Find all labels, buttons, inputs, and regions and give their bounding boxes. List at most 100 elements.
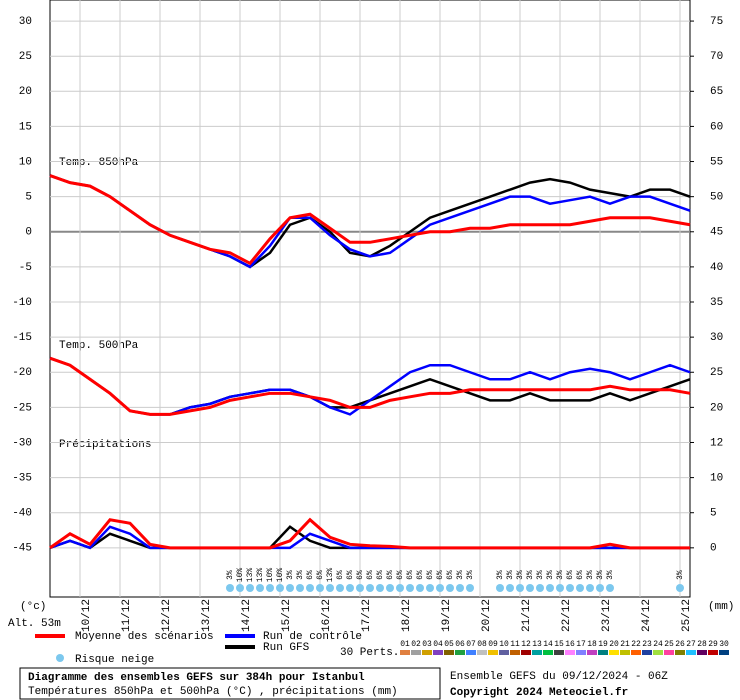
y2-tick-label: 5 bbox=[710, 508, 717, 520]
snow-icon bbox=[386, 584, 394, 592]
pert-swatch bbox=[565, 650, 575, 655]
pert-swatch bbox=[708, 650, 718, 655]
pert-label: 16 bbox=[565, 640, 575, 649]
subtitle: Températures 850hPa et 500hPa (°C) , pré… bbox=[28, 686, 398, 698]
snow-icon bbox=[286, 584, 294, 592]
perts-label: 30 Perts. bbox=[340, 647, 399, 659]
snow-risk-label: 6% bbox=[396, 570, 405, 580]
y2-axis-label: (mm) bbox=[708, 601, 734, 613]
y2-tick-label: 35 bbox=[710, 297, 723, 309]
y-tick-label: -30 bbox=[12, 437, 32, 449]
series-line bbox=[49, 517, 690, 550]
pert-label: 06 bbox=[455, 640, 465, 649]
snow-risk-label: 13% bbox=[326, 568, 335, 583]
x-tick-label: 10/12 bbox=[81, 599, 93, 632]
pert-label: 19 bbox=[598, 640, 608, 649]
snow-risk-label: 3% bbox=[516, 570, 525, 580]
snow-risk-label: 6% bbox=[446, 570, 455, 580]
snow-risk-label: 3% bbox=[226, 570, 235, 580]
snow-risk-label: 6% bbox=[336, 570, 345, 580]
pert-swatch bbox=[653, 650, 663, 655]
snow-risk-label: 6% bbox=[366, 570, 375, 580]
y2-tick-label: 30 bbox=[710, 332, 723, 344]
pert-swatch bbox=[422, 650, 432, 655]
y-tick-label: -5 bbox=[19, 262, 32, 274]
snow-risk-label: 6% bbox=[346, 570, 355, 580]
pert-swatch bbox=[609, 650, 619, 655]
snow-icon bbox=[326, 584, 334, 592]
y-tick-label: 0 bbox=[25, 227, 32, 239]
y-tick-label: -25 bbox=[12, 402, 32, 414]
snow-risk-label: 3% bbox=[506, 570, 515, 580]
series-line bbox=[49, 174, 691, 266]
pert-label: 12 bbox=[521, 640, 531, 649]
pert-swatch bbox=[444, 650, 454, 655]
pert-swatch bbox=[532, 650, 542, 655]
x-tick-label: 20/12 bbox=[481, 599, 493, 632]
snow-risk-label: 3% bbox=[556, 570, 565, 580]
x-tick-label: 24/12 bbox=[641, 599, 653, 632]
snow-risk-label: 6% bbox=[566, 570, 575, 580]
pert-swatch bbox=[642, 650, 652, 655]
snow-risk-label: 3% bbox=[546, 570, 555, 580]
snow-icon bbox=[276, 584, 284, 592]
pert-label: 23 bbox=[642, 640, 652, 649]
pert-swatch bbox=[543, 650, 553, 655]
y2-tick-label: 45 bbox=[710, 227, 723, 239]
y2-tick-label: 25 bbox=[710, 367, 723, 379]
x-tick-label: 11/12 bbox=[121, 599, 133, 632]
snow-icon bbox=[496, 584, 504, 592]
x-tick-label: 14/12 bbox=[241, 599, 253, 632]
pert-label: 14 bbox=[543, 640, 553, 649]
pert-swatch bbox=[686, 650, 696, 655]
pert-label: 13 bbox=[532, 640, 542, 649]
pert-label: 07 bbox=[466, 640, 476, 649]
snow-risk-label: 13% bbox=[246, 568, 255, 583]
pert-swatch bbox=[510, 650, 520, 655]
x-tick-label: 15/12 bbox=[281, 599, 293, 632]
panel-label: Précipitations bbox=[59, 439, 151, 451]
y2-tick-label: 60 bbox=[710, 121, 723, 133]
snow-risk-label: 3% bbox=[536, 570, 545, 580]
x-tick-label: 22/12 bbox=[561, 599, 573, 632]
pert-swatch bbox=[620, 650, 630, 655]
snow-risk-label: 3% bbox=[526, 570, 535, 580]
y-tick-label: 15 bbox=[19, 121, 32, 133]
y-tick-label: -10 bbox=[12, 297, 32, 309]
snow-icon bbox=[506, 584, 514, 592]
pert-swatch bbox=[521, 650, 531, 655]
pert-swatch bbox=[697, 650, 707, 655]
snow-icon bbox=[586, 584, 594, 592]
snow-icon bbox=[576, 584, 584, 592]
pert-swatch bbox=[455, 650, 465, 655]
y2-tick-label: 75 bbox=[710, 16, 723, 28]
pert-label: 05 bbox=[444, 640, 454, 649]
snow-risk-label: 3% bbox=[606, 570, 615, 580]
x-tick-label: 12/12 bbox=[161, 599, 173, 632]
x-tick-label: 19/12 bbox=[441, 599, 453, 632]
snow-icon bbox=[446, 584, 454, 592]
y-tick-label: -15 bbox=[12, 332, 32, 344]
snow-icon bbox=[606, 584, 614, 592]
snow-risk-label: 6% bbox=[376, 570, 385, 580]
chart-title: Diagramme des ensembles GEFS sur 384h po… bbox=[28, 672, 365, 684]
snow-icon bbox=[436, 584, 444, 592]
pert-swatch bbox=[400, 650, 410, 655]
pert-label: 24 bbox=[653, 640, 663, 649]
pert-swatch bbox=[499, 650, 509, 655]
snow-icon bbox=[566, 584, 574, 592]
run-label: Ensemble GEFS du 09/12/2024 - 06Z bbox=[450, 671, 668, 683]
snow-icon bbox=[306, 584, 314, 592]
snow-icon bbox=[266, 584, 274, 592]
series-line bbox=[49, 356, 691, 416]
pert-label: 22 bbox=[631, 640, 641, 649]
pert-swatch bbox=[488, 650, 498, 655]
snow-icon bbox=[296, 584, 304, 592]
x-tick-label: 21/12 bbox=[521, 599, 533, 632]
snow-risk-label: 3% bbox=[296, 570, 305, 580]
snow-icon bbox=[466, 584, 474, 592]
snow-risk-label: 10% bbox=[276, 568, 285, 583]
pert-label: 04 bbox=[433, 640, 443, 649]
snow-icon bbox=[546, 584, 554, 592]
